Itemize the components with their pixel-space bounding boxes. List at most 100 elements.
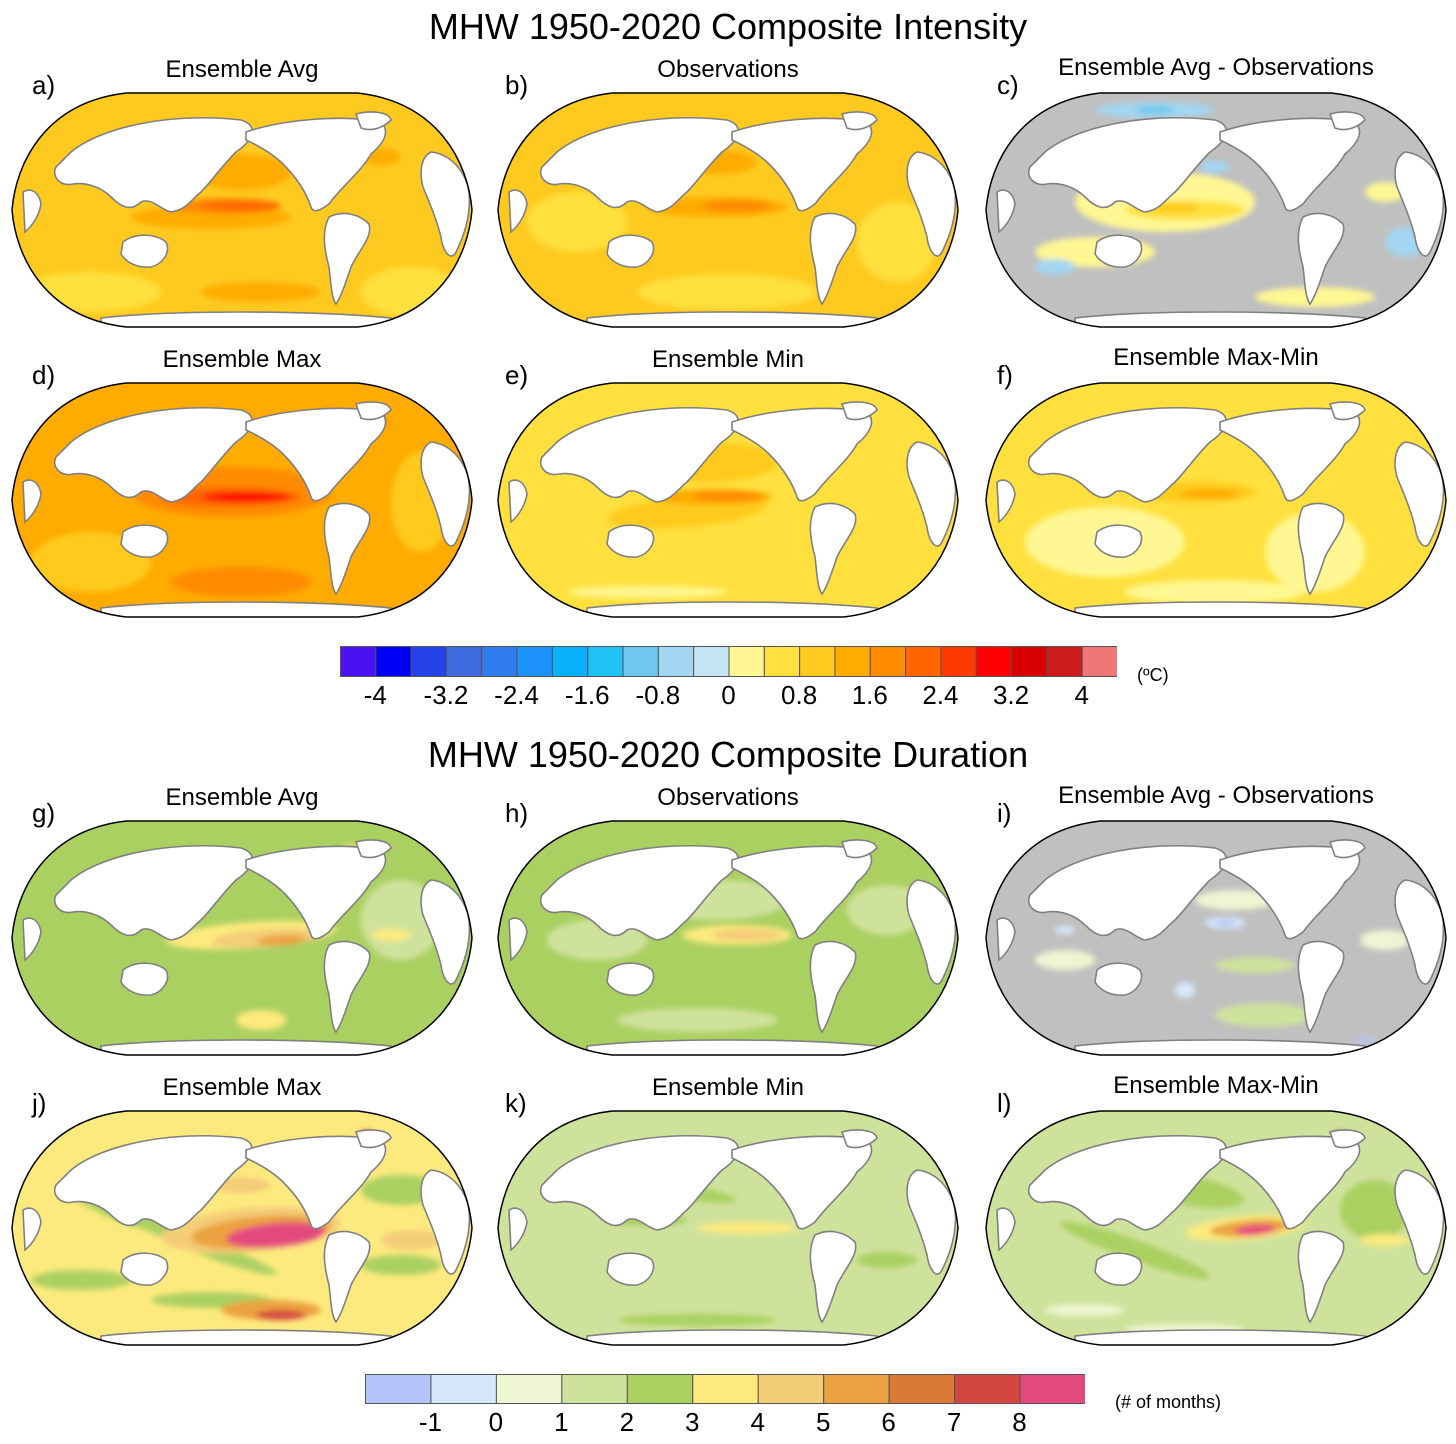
- land-mass: [586, 1039, 878, 1055]
- land-mass: [354, 401, 392, 421]
- contour-region: [1045, 1304, 1125, 1316]
- land-mass: [1328, 111, 1366, 131]
- map-panel-intensity-range: f) Ensemble Max-Min: [985, 340, 1447, 640]
- colorbar-swatch: [728, 646, 765, 677]
- land-mass: [1094, 234, 1143, 268]
- land-mass: [54, 1135, 253, 1231]
- land-mass: [508, 1207, 528, 1252]
- land-mass: [1074, 1039, 1366, 1055]
- colorbar-tick-label: 1.6: [851, 680, 888, 710]
- land-mass: [1074, 1329, 1366, 1345]
- contour-region: [1180, 489, 1240, 499]
- colorbar-tick-label: -1.6: [564, 680, 610, 710]
- colorbar-swatch: [869, 646, 907, 677]
- colorbar-swatch: [757, 1374, 825, 1404]
- panel-letter: f): [997, 360, 1013, 390]
- land-mass: [1074, 311, 1366, 327]
- colorbar-swatch: [587, 646, 624, 677]
- map-outline: [497, 820, 959, 1056]
- contour-region: [31, 532, 151, 592]
- colorbar-swatches: [365, 1374, 1087, 1404]
- colorbar-swatch: [410, 646, 447, 677]
- land-mass: [354, 1129, 392, 1149]
- colorbar-swatch: [495, 1374, 563, 1404]
- contour-region: [256, 934, 306, 946]
- land-mass: [22, 917, 42, 962]
- contour-region: [637, 274, 817, 310]
- contour-region: [697, 1222, 797, 1234]
- duration-section-title: MHW 1950-2020 Composite Duration: [427, 734, 1029, 775]
- intensity-section-title: MHW 1950-2020 Composite Intensity: [428, 6, 1028, 47]
- map-panel-intensity-obs: b) Observations: [497, 50, 959, 350]
- map-outline: [985, 382, 1447, 618]
- land-mass: [1028, 407, 1227, 503]
- colorbar-tick-label: 3.2: [992, 680, 1030, 710]
- contour-region: [617, 1314, 777, 1326]
- land-mass: [120, 234, 169, 268]
- panel-title: Ensemble Min: [651, 1074, 805, 1101]
- map-panel-duration-max: j) Ensemble Max: [11, 1068, 473, 1368]
- contour-region: [1135, 106, 1175, 114]
- colorbar-swatch: [954, 1374, 1021, 1404]
- land-mass: [508, 479, 528, 524]
- land-mass: [22, 189, 42, 234]
- land-mass: [1297, 1230, 1345, 1324]
- panel-title: Ensemble Max: [162, 346, 322, 373]
- map-plot: [11, 820, 473, 1056]
- colorbar-tick-label: 0.8: [781, 680, 818, 710]
- colorbar-swatches: [340, 646, 1119, 677]
- land-mass: [1028, 117, 1227, 213]
- panel-letter: j): [32, 1088, 47, 1118]
- colorbar-swatch: [516, 646, 553, 677]
- colorbar-tick-label: 2.4: [922, 680, 959, 710]
- panel-title: Ensemble Max-Min: [1113, 344, 1319, 371]
- land-mass: [586, 601, 878, 617]
- panel-letter: i): [997, 798, 1012, 828]
- colorbar-swatch: [1011, 646, 1048, 677]
- colorbar-swatch: [622, 646, 659, 677]
- colorbar-swatch: [799, 646, 836, 677]
- land-mass: [1297, 502, 1345, 596]
- colorbar-tick-label: -0.8: [635, 680, 681, 710]
- panel-letter: g): [32, 798, 56, 828]
- colorbar-swatch: [692, 1374, 759, 1404]
- panel-title: Ensemble Avg: [165, 56, 319, 83]
- map-panel-intensity-avg: a) Ensemble Avg: [11, 50, 473, 350]
- land-mass: [1328, 1129, 1366, 1149]
- panel-letter: l): [997, 1088, 1012, 1118]
- map-plot: [497, 820, 959, 1056]
- contour-region: [567, 586, 727, 598]
- land-mass: [840, 1129, 878, 1149]
- map-outline: [985, 820, 1447, 1056]
- map-panel-duration-diff: i) Ensemble Avg - Observations: [985, 778, 1447, 1078]
- colorbar-tick-label: -2.4: [494, 680, 539, 710]
- contour-region: [21, 272, 161, 312]
- map-outline: [497, 382, 959, 618]
- contour-region: [1255, 287, 1375, 307]
- land-mass: [1297, 212, 1345, 306]
- contour-region: [371, 929, 411, 941]
- land-mass: [54, 407, 253, 503]
- colorbar-swatch: [481, 646, 518, 677]
- colorbar-swatch: [888, 1374, 956, 1404]
- land-mass: [120, 524, 169, 558]
- panel-letter: k): [505, 1088, 527, 1118]
- land-mass: [508, 189, 528, 234]
- land-mass: [840, 839, 878, 859]
- contour-region: [1200, 161, 1230, 173]
- duration-colorbar-unit: (# of months): [1115, 1392, 1222, 1412]
- land-mass: [323, 940, 371, 1034]
- colorbar-tick-label: 6: [881, 1407, 896, 1437]
- land-mass: [1094, 1252, 1143, 1286]
- colorbar-swatch: [1046, 646, 1083, 677]
- map-panel-duration-range: l) Ensemble Max-Min: [985, 1068, 1447, 1368]
- panel-title: Ensemble Avg - Observations: [1058, 782, 1374, 809]
- contour-region: [1215, 920, 1235, 926]
- map-plot: [985, 820, 1447, 1056]
- colorbar-tick-label: 2: [619, 1407, 635, 1437]
- colorbar-swatch: [445, 646, 483, 677]
- colorbar-tick-label: -3.2: [423, 680, 469, 710]
- duration-colorbar: [365, 1374, 1087, 1404]
- panel-letter: b): [505, 70, 529, 100]
- panel-title: Observations: [657, 56, 799, 83]
